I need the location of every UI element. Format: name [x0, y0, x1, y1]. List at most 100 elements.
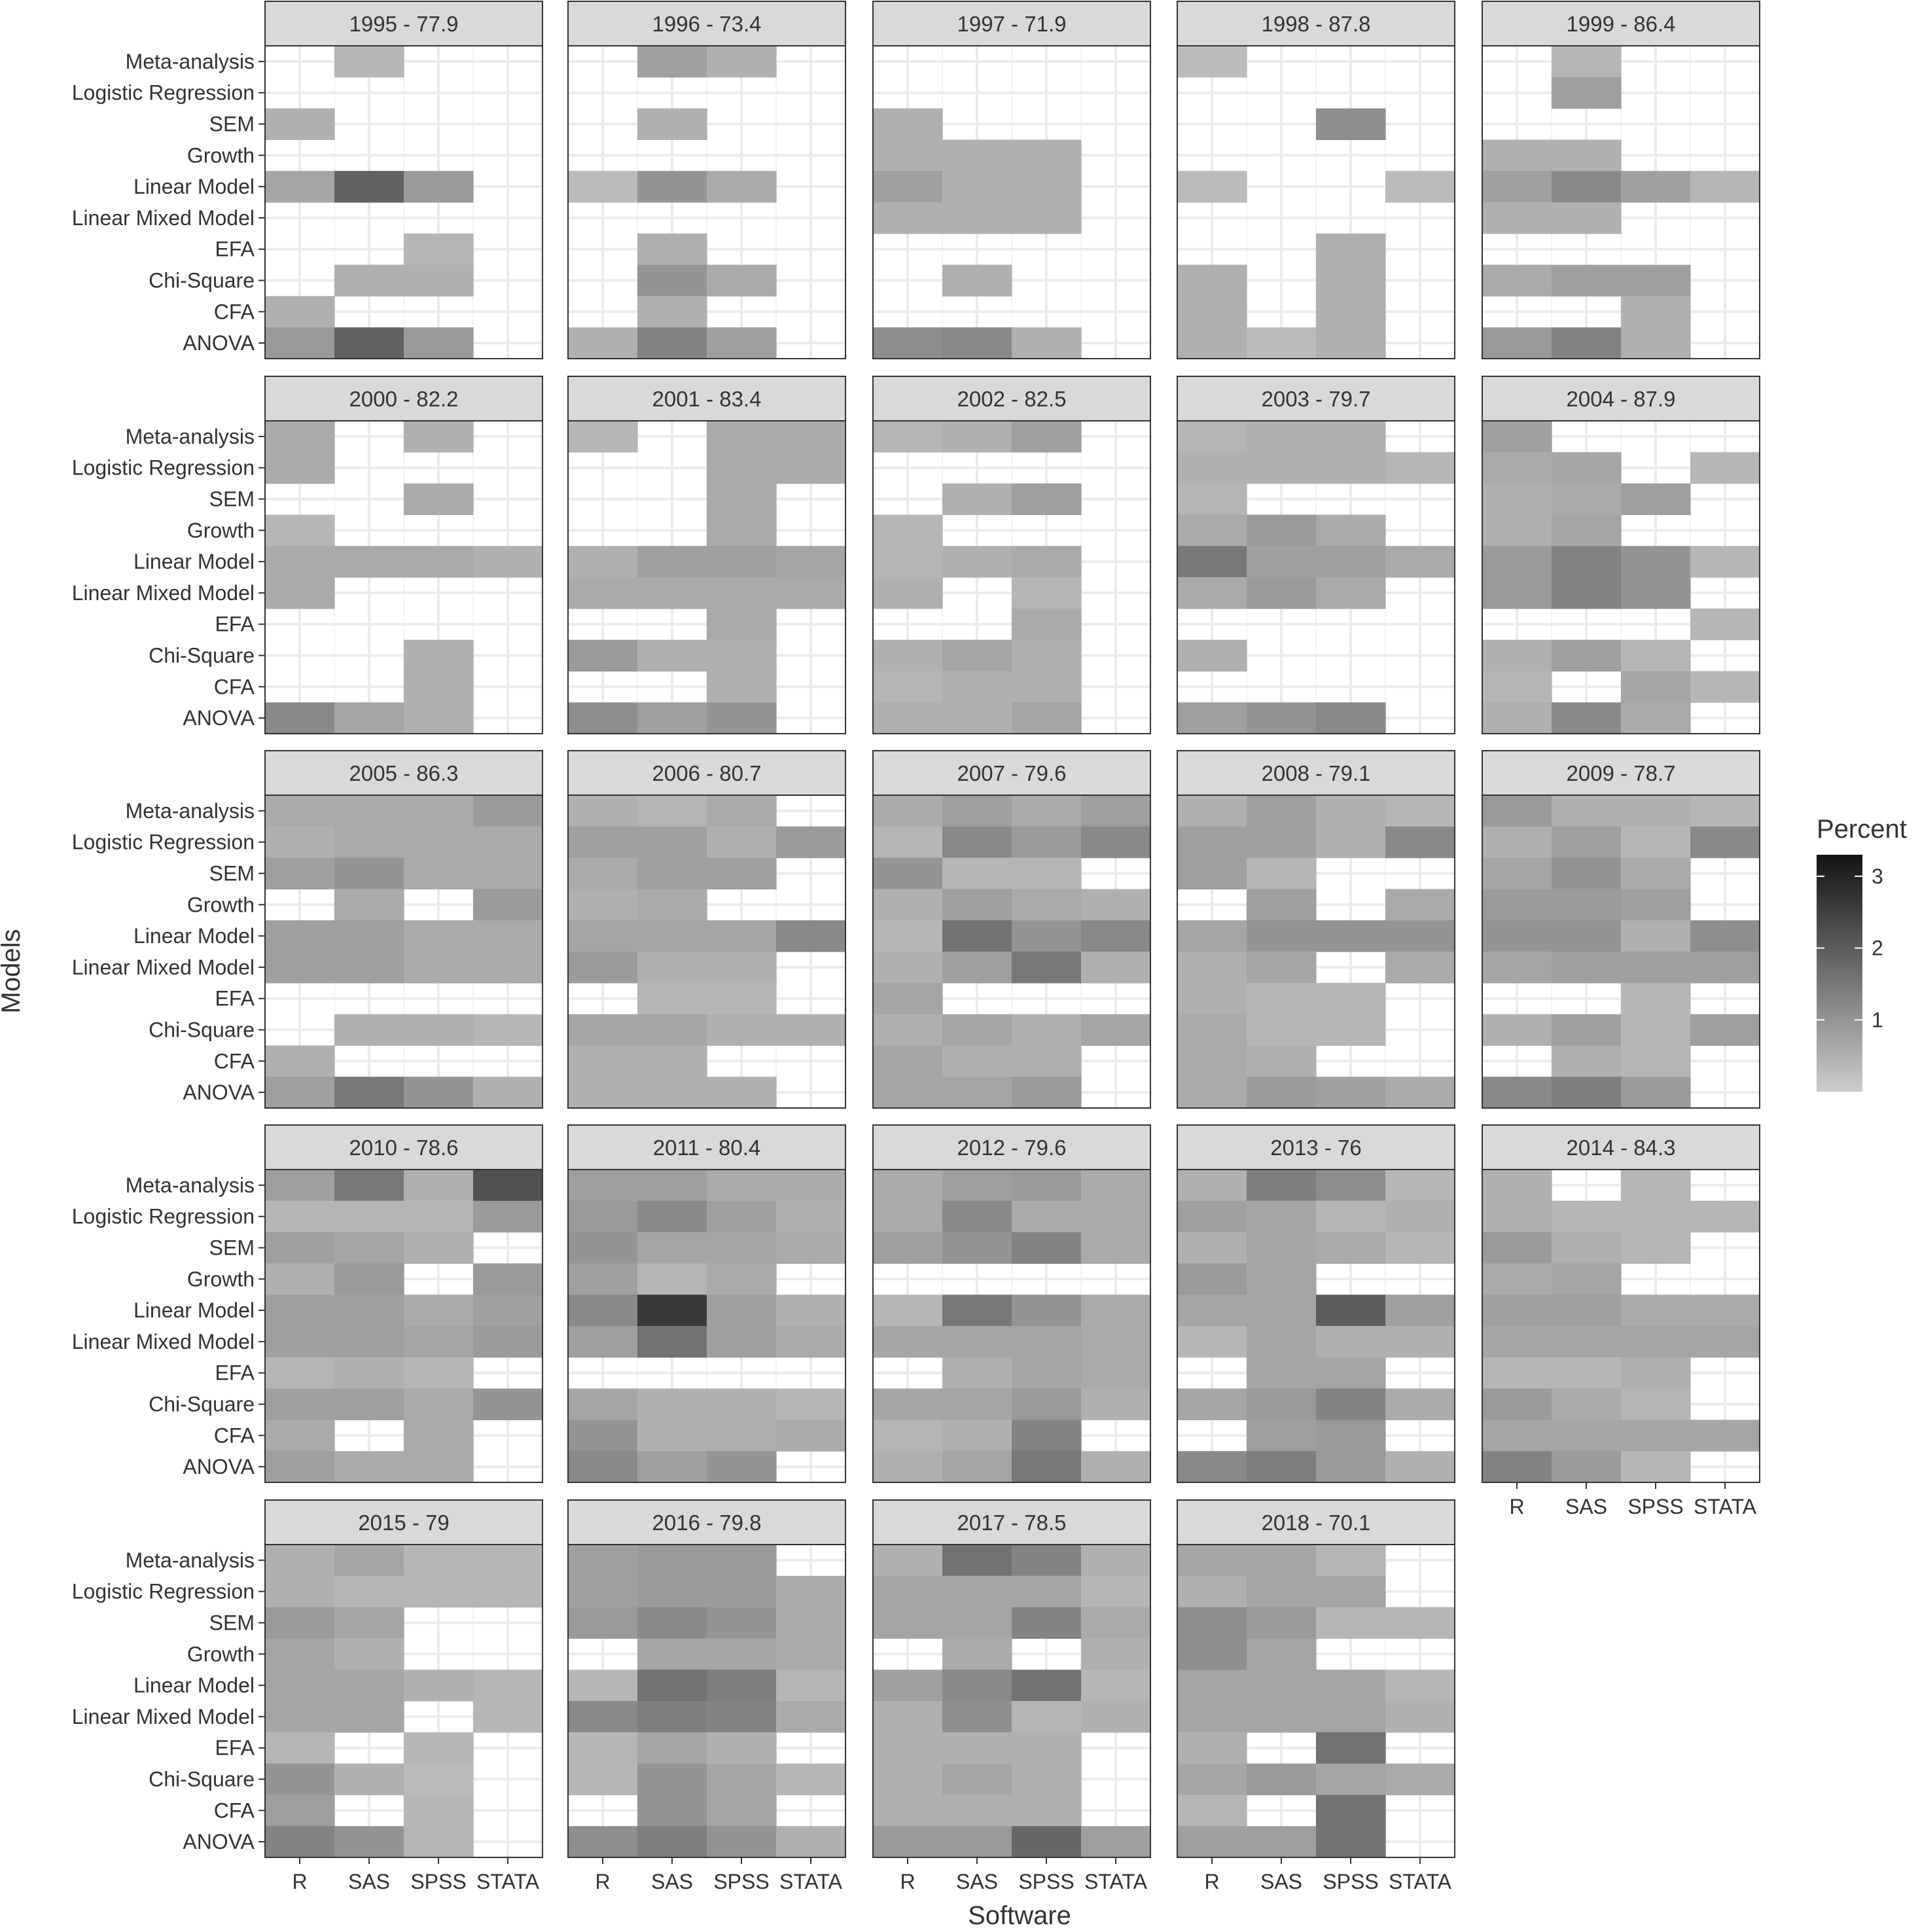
heatmap-cell [1482, 857, 1552, 889]
panel-border [872, 45, 1151, 359]
heatmap-cell [1247, 1045, 1317, 1077]
heatmap-cell [1482, 1451, 1552, 1483]
heatmap-cell [265, 1295, 335, 1327]
heatmap-cell [776, 452, 846, 484]
heatmap-cell [1482, 639, 1552, 671]
heatmap-cell [637, 264, 707, 296]
y-tick-label: Linear Mixed Model [72, 206, 255, 230]
heatmap-cell [1621, 795, 1691, 827]
heatmap-cell [265, 452, 335, 484]
y-tick-label: Growth [187, 1267, 255, 1291]
heatmap-cell [707, 1451, 777, 1483]
heatmap-cell [637, 1763, 707, 1795]
heatmap-cell [637, 889, 707, 921]
heatmap-cell [1316, 1170, 1386, 1202]
heatmap-cell [1316, 795, 1386, 827]
heatmap-cell [334, 1263, 404, 1295]
facet-strip [567, 1499, 846, 1545]
heatmap-cell [776, 1014, 846, 1046]
facet-title: 2009 - 78.7 [1567, 761, 1676, 785]
heatmap-cell [404, 795, 474, 827]
y-tick-label: Linear Mixed Model [72, 1705, 255, 1728]
heatmap-cell [265, 1263, 335, 1295]
heatmap-cell [942, 139, 1012, 171]
heatmap-cell [707, 1732, 777, 1764]
heatmap-cell [404, 1388, 474, 1420]
heatmap-cell [265, 327, 335, 359]
heatmap-cell [1081, 1607, 1151, 1639]
heatmap-cell [1012, 1232, 1082, 1264]
heatmap-cell [404, 1732, 474, 1764]
heatmap-cell [1012, 1826, 1082, 1858]
heatmap-cell [265, 1200, 335, 1233]
heatmap-cell [265, 857, 335, 889]
heatmap-cell [1177, 1200, 1247, 1233]
heatmap-cell [334, 1014, 404, 1046]
y-tick-label: ANOVA [183, 1830, 255, 1853]
heatmap-cell [942, 1670, 1012, 1702]
heatmap-cell [568, 1232, 638, 1264]
heatmap-cell [1552, 483, 1622, 515]
panel-border [872, 795, 1151, 1109]
heatmap-cell [404, 857, 474, 889]
heatmap-cell [1012, 1077, 1082, 1109]
y-tick-label: Linear Model [133, 1673, 255, 1697]
heatmap-cell [873, 1575, 943, 1608]
heatmap-cell [1247, 1295, 1317, 1327]
heatmap-cell [1247, 920, 1317, 952]
heatmap-cell [707, 327, 777, 359]
heatmap-cell [1552, 1200, 1622, 1233]
heatmap-cell [1690, 826, 1760, 859]
heatmap-cell [942, 202, 1012, 234]
heatmap-cell [1621, 264, 1691, 296]
y-tick-label: Linear Model [133, 175, 255, 198]
heatmap-cell [1247, 795, 1317, 827]
heatmap-cell [873, 1388, 943, 1420]
heatmap-cell [334, 1326, 404, 1358]
heatmap-cell [1012, 171, 1082, 203]
x-tick-label: STATA [779, 1870, 843, 1893]
heatmap-cell [473, 1014, 543, 1046]
facet-strip [1482, 750, 1760, 796]
heatmap-cell [1482, 920, 1552, 952]
panel-border [1177, 795, 1455, 1109]
heatmap-cell [942, 1763, 1012, 1795]
heatmap-cell [776, 1701, 846, 1733]
heatmap-cell [1177, 639, 1247, 671]
heatmap-cell [1247, 421, 1317, 453]
heatmap-cell [776, 1607, 846, 1639]
heatmap-cell [707, 1200, 777, 1233]
heatmap-cell [265, 108, 335, 140]
heatmap-cell [637, 546, 707, 578]
heatmap-cell [404, 1763, 474, 1795]
heatmap-cell [1247, 702, 1317, 734]
heatmap-cell [1690, 608, 1760, 641]
heatmap-cell [265, 1701, 335, 1733]
heatmap-cell [1177, 702, 1247, 734]
heatmap-cell [1621, 889, 1691, 921]
heatmap-cell [334, 1638, 404, 1670]
facet-strip [1177, 376, 1455, 421]
heatmap-cell [473, 1200, 543, 1233]
legend-colorbar [1817, 855, 1862, 1092]
heatmap-cell [404, 1170, 474, 1202]
y-tick-label: Logistic Regression [72, 81, 255, 105]
heatmap-cell [637, 1200, 707, 1233]
heatmap-cell [334, 1607, 404, 1639]
heatmap-cell [637, 1545, 707, 1577]
heatmap-cell [1081, 1638, 1151, 1670]
heatmap-cell [942, 1232, 1012, 1264]
heatmap-cell [404, 327, 474, 359]
heatmap-cell [1552, 264, 1622, 296]
heatmap-cell [707, 1607, 777, 1639]
heatmap-cell [265, 1795, 335, 1827]
heatmap-cell [1482, 452, 1552, 484]
heatmap-cell [1012, 1357, 1082, 1389]
heatmap-cell [265, 1357, 335, 1389]
heatmap-cell [873, 1326, 943, 1358]
y-tick-label: SEM [209, 1236, 255, 1260]
heatmap-cell [1012, 952, 1082, 984]
facet-strip [264, 1499, 543, 1545]
heatmap-cell [942, 327, 1012, 359]
